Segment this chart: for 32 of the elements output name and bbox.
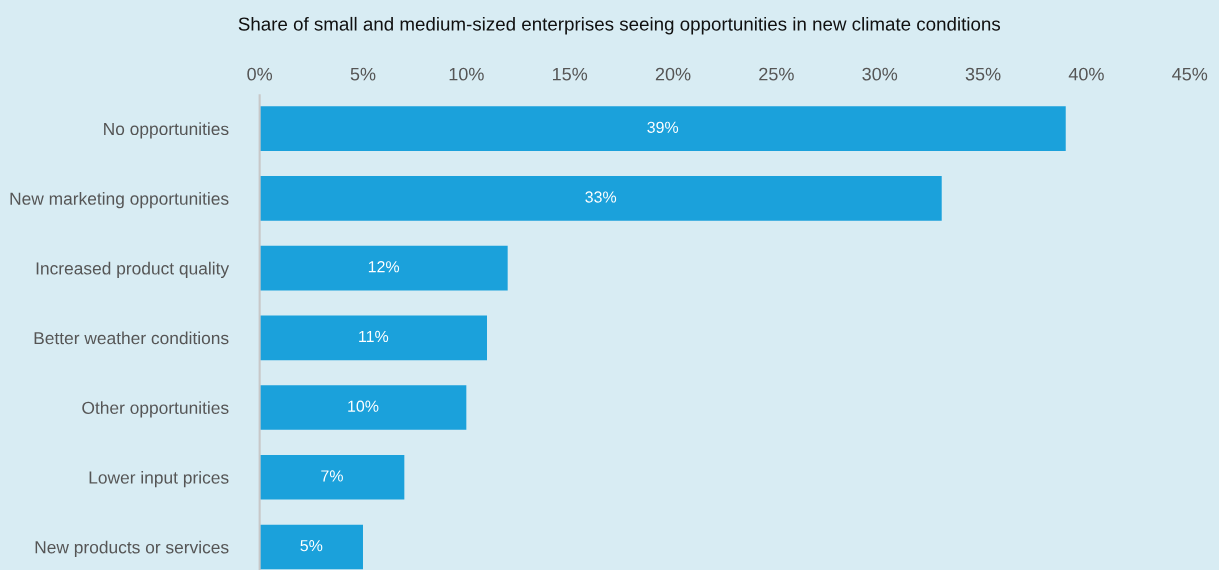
x-tick-label: 25% [759,67,794,81]
data-label: 11% [359,330,389,343]
y-tick-label: Lower input prices [89,470,229,488]
x-tick-label: 0% [247,67,273,81]
data-label: 33% [585,191,617,203]
bar [259,385,467,430]
data-label: 5% [300,540,323,552]
x-tick-label: 10% [449,67,484,81]
bar [259,176,942,221]
chart-title: Share of small and medium-sized enterprises seeing opportunities in new climate conditions [238,16,1001,35]
y-tick-label: No opportunities [104,122,229,139]
x-tick-label: 15% [552,67,588,81]
x-tick-label: 45% [1172,67,1208,81]
bar [259,245,508,291]
bar [259,315,487,361]
y-tick-label: Increased product quality [36,261,230,278]
y-tick-label: New products or services [35,540,229,557]
x-tick-label: 30% [862,67,898,81]
data-label: 39% [647,121,679,133]
y-tick-label: New marketing opportunities [10,192,229,209]
data-label: 7% [321,470,343,482]
bar [259,106,1066,151]
bar [259,454,405,500]
bar [259,524,363,570]
x-tick-label: 40% [1068,67,1104,81]
data-label: 10% [348,400,379,412]
y-tick-label: Better weather conditions [34,331,229,345]
y-tick-label: Other opportunities [82,401,229,418]
x-tick-label: 20% [655,67,691,81]
data-label: 12% [368,261,400,273]
x-tick-label: 35% [965,67,1001,81]
x-tick-label: 5% [350,67,376,81]
